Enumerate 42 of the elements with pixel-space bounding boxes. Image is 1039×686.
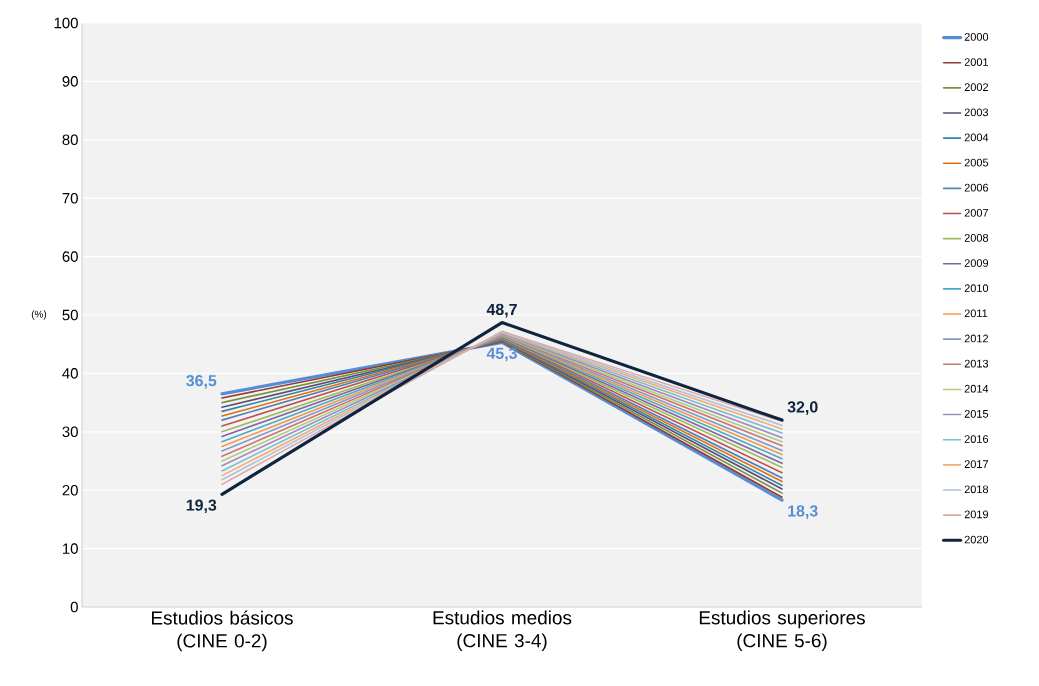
y-tick-label: 20 <box>62 484 78 496</box>
legend-label: 2009 <box>964 259 989 267</box>
legend-label: 2015 <box>964 410 989 418</box>
legend-label: 2005 <box>964 158 989 167</box>
y-tick-label: 90 <box>62 76 78 87</box>
legend-label: 2014 <box>964 384 989 393</box>
legend-label: 2007 <box>964 208 989 217</box>
y-tick-label: 40 <box>62 368 78 379</box>
legend-label: 2004 <box>964 133 989 142</box>
x-tick-label: Estudios superiores (CINE 5-6) <box>699 610 865 652</box>
x-tick-label: Estudios básicos (CINE 0-2) <box>152 610 293 652</box>
y-tick-label: 100 <box>54 17 78 29</box>
legend-label: 2017 <box>964 460 989 469</box>
y-tick-label: 30 <box>62 426 78 438</box>
x-tick-label: Estudios medios (CINE 3-4) <box>433 610 572 652</box>
legend-label: 2002 <box>964 83 989 92</box>
legend-label: 2001 <box>964 58 989 66</box>
y-tick-label: 60 <box>62 251 78 262</box>
data-label: 48,7 <box>486 303 517 318</box>
data-label: 36,5 <box>186 375 217 389</box>
y-tick-label: 0 <box>70 601 78 613</box>
data-label: 32,0 <box>787 401 818 415</box>
legend-label: 2012 <box>964 334 989 343</box>
legend-label: 2000 <box>964 33 989 41</box>
data-label: 18,3 <box>788 505 818 519</box>
legend-label: 2003 <box>964 108 989 117</box>
y-tick-label: 10 <box>63 543 78 554</box>
legend-label: 2018 <box>964 485 989 494</box>
data-label: 45,3 <box>486 347 517 362</box>
legend-label: 2016 <box>964 435 989 443</box>
legend-label: 2010 <box>964 284 989 293</box>
legend-label: 2020 <box>964 535 989 544</box>
y-tick-label: 50 <box>62 309 78 321</box>
y-tick-label: 70 <box>62 192 78 204</box>
legend-label: 2008 <box>964 234 989 242</box>
legend-label: 2019 <box>964 510 989 519</box>
legend-label: 2006 <box>964 183 989 192</box>
y-axis-title: (%) <box>31 310 47 320</box>
legend-label: 2013 <box>964 359 989 368</box>
y-tick-label: 80 <box>62 134 78 146</box>
legend-label: 2011 <box>964 309 988 318</box>
data-label: 19,3 <box>186 499 217 514</box>
